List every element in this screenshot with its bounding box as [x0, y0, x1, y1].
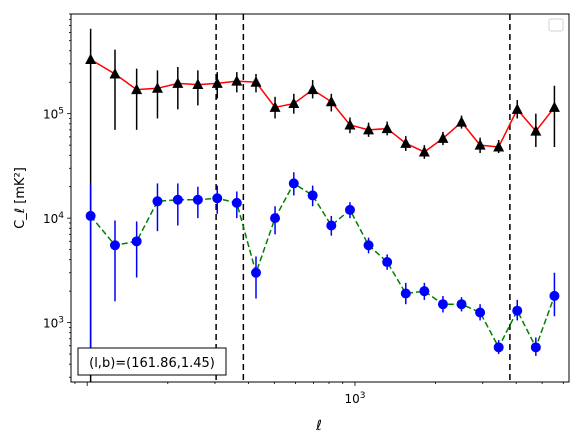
data-point — [250, 76, 262, 87]
data-point — [344, 204, 355, 215]
data-point — [511, 103, 523, 114]
data-point — [109, 240, 120, 251]
legend — [548, 18, 564, 32]
y-tick-label: 103 — [43, 316, 64, 331]
data-point — [418, 145, 430, 157]
data-point — [549, 290, 560, 301]
data-point — [109, 67, 121, 79]
data-point — [85, 210, 96, 221]
data-point — [474, 139, 486, 150]
axes-frame — [70, 13, 570, 383]
data-point — [456, 116, 468, 127]
data-point — [493, 140, 505, 152]
data-point — [192, 194, 203, 205]
annotation: (l,b)=(161.86,1.45) — [77, 347, 227, 376]
data-point — [530, 125, 542, 136]
x-axis-label: ℓ — [315, 418, 322, 434]
data-point — [363, 123, 375, 135]
data-point — [131, 236, 142, 247]
data-point — [307, 190, 318, 201]
y-tick-label: 104 — [43, 211, 64, 226]
y-tick-label: 105 — [43, 107, 64, 122]
data-point — [288, 97, 300, 109]
data-point — [512, 305, 523, 316]
data-point — [288, 178, 299, 189]
data-point — [326, 220, 337, 231]
data-point — [381, 122, 393, 134]
data-point — [212, 193, 223, 204]
data-point — [211, 77, 223, 88]
data-point — [172, 77, 184, 88]
data-point — [152, 196, 163, 207]
data-point — [192, 78, 204, 90]
annotation-box — [77, 347, 227, 376]
data-point — [344, 118, 356, 130]
annotation-text: (l,b)=(161.86,1.45) — [89, 356, 215, 371]
plot-area — [85, 14, 560, 382]
data-point — [172, 194, 183, 205]
data-point — [269, 101, 281, 112]
data-point — [231, 197, 242, 208]
data-point — [363, 240, 374, 251]
data-point — [456, 299, 467, 310]
data-point — [131, 83, 143, 95]
data-point — [400, 137, 412, 148]
y-axis-label: C_ℓ [mK²] — [13, 167, 28, 229]
data-point — [437, 132, 449, 143]
data-point — [231, 75, 243, 86]
data-point — [419, 286, 430, 297]
data-point — [151, 82, 163, 93]
x-tick-label: 103 — [344, 391, 365, 406]
legend-box — [548, 18, 564, 32]
data-point — [548, 101, 560, 112]
data-point — [437, 299, 448, 310]
data-point — [530, 342, 541, 353]
data-point — [85, 53, 97, 65]
data-point — [307, 83, 319, 95]
data-point — [325, 95, 337, 107]
data-point — [400, 288, 411, 299]
data-point — [382, 257, 393, 268]
data-point — [251, 267, 262, 278]
data-point — [475, 307, 486, 318]
data-point — [270, 213, 281, 224]
data-point — [493, 342, 504, 353]
